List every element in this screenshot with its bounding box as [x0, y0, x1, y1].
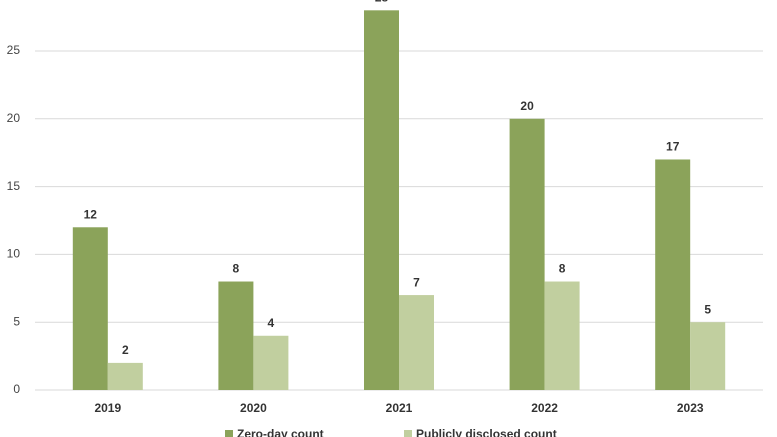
data-label: 5	[704, 302, 711, 316]
bar	[690, 322, 726, 390]
y-tick-label: 10	[7, 247, 21, 261]
y-tick-label: 0	[13, 382, 20, 396]
bar	[399, 295, 434, 390]
bar	[107, 362, 143, 390]
bar	[253, 335, 289, 390]
bar	[509, 118, 545, 391]
data-label: 7	[413, 275, 420, 289]
bar	[544, 281, 580, 390]
data-label: 12	[84, 207, 98, 221]
legend-label: Publicly disclosed count	[416, 427, 557, 437]
data-label: 2	[122, 343, 129, 357]
data-label: 20	[520, 99, 534, 113]
data-label: 17	[666, 140, 680, 154]
y-tick-label: 5	[13, 314, 20, 328]
data-label: 8	[233, 262, 240, 276]
legend-label: Zero-day count	[237, 427, 324, 437]
y-tick-label: 20	[7, 111, 21, 125]
bar	[72, 227, 108, 390]
legend-swatch	[404, 430, 412, 437]
y-tick-label: 25	[7, 43, 21, 57]
bar	[218, 281, 254, 390]
data-label: 8	[559, 262, 566, 276]
x-tick-label: 2022	[531, 401, 558, 415]
x-tick-label: 2023	[677, 401, 704, 415]
bar	[655, 159, 691, 390]
x-tick-label: 2019	[94, 401, 121, 415]
y-tick-label: 15	[7, 179, 21, 193]
data-label: 4	[268, 316, 275, 330]
x-tick-label: 2020	[240, 401, 267, 415]
data-label: 28	[375, 0, 389, 4]
x-tick-label: 2021	[386, 401, 413, 415]
bar	[364, 10, 399, 390]
legend-swatch	[225, 430, 233, 437]
